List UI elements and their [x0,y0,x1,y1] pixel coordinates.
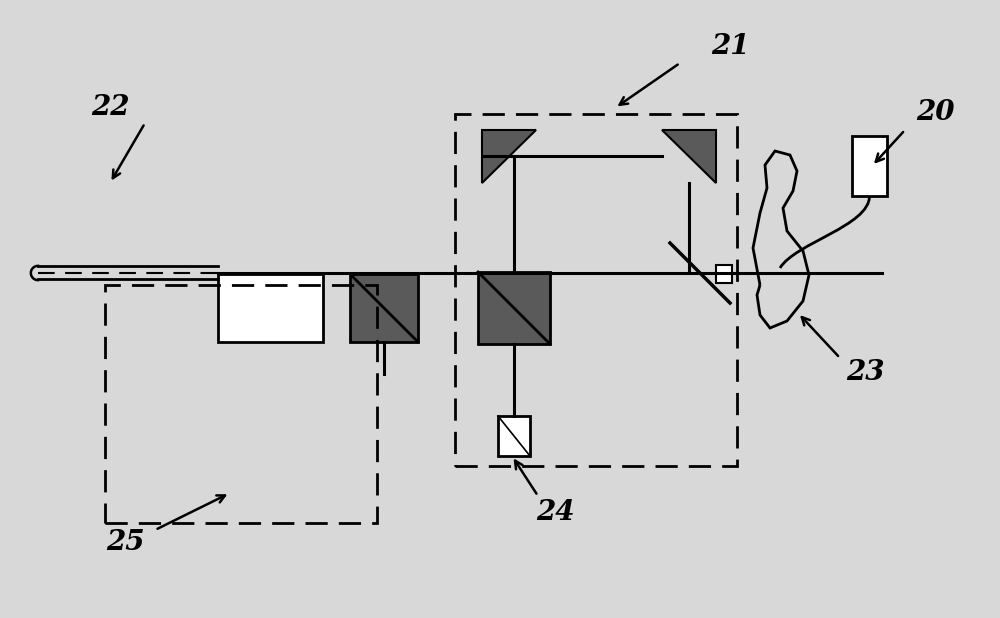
Polygon shape [482,130,536,183]
Text: 23: 23 [846,360,884,386]
Text: 20: 20 [916,99,954,127]
Text: 24: 24 [536,499,574,527]
Bar [716,265,732,283]
Text: 21: 21 [711,33,749,59]
Text: 25: 25 [106,530,144,556]
Text: 22: 22 [91,95,129,122]
Bar [105,285,377,523]
Bar [852,136,887,196]
Bar [350,274,418,342]
Polygon shape [662,130,716,183]
Bar [455,114,737,466]
Bar [498,416,530,456]
Bar [218,274,323,342]
Bar [478,272,550,344]
